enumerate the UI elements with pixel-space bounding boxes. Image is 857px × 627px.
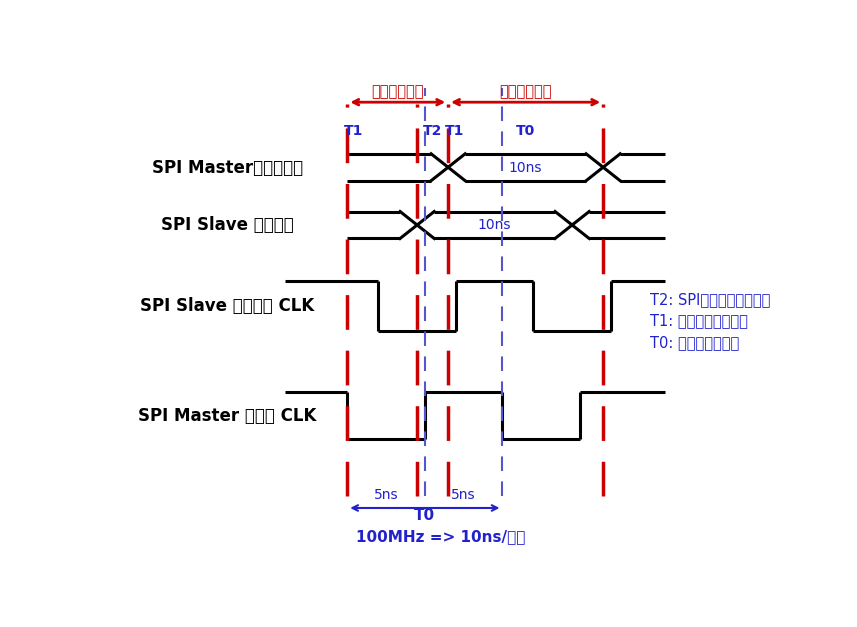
Text: T0: T0 <box>516 124 536 138</box>
Text: SPI Master接收到数据: SPI Master接收到数据 <box>152 159 303 177</box>
Text: 开始采样延迟: 开始采样延迟 <box>371 84 424 99</box>
Text: T0: 一个周期的时间: T0: 一个周期的时间 <box>650 335 739 350</box>
Text: T2: SPI设备准备数据耗时: T2: SPI设备准备数据耗时 <box>650 292 770 307</box>
Text: T1: T1 <box>344 124 363 138</box>
Text: SPI Master 发出的 CLK: SPI Master 发出的 CLK <box>138 406 316 424</box>
Text: 5ns: 5ns <box>374 488 399 502</box>
Text: 10ns: 10ns <box>478 218 512 233</box>
Text: 有效采样时长: 有效采样时长 <box>500 84 552 99</box>
Text: T1: T1 <box>445 124 464 138</box>
Text: 10ns: 10ns <box>509 161 542 175</box>
Text: 5ns: 5ns <box>452 488 476 502</box>
Text: 100MHz => 10ns/周期: 100MHz => 10ns/周期 <box>356 529 525 544</box>
Text: SPI Slave 接收到的 CLK: SPI Slave 接收到的 CLK <box>141 297 315 315</box>
Text: SPI Slave 准备数据: SPI Slave 准备数据 <box>161 216 294 234</box>
Text: T2: T2 <box>423 124 442 138</box>
Text: T0: T0 <box>414 508 435 523</box>
Text: T1: 电线上传输的延时: T1: 电线上传输的延时 <box>650 314 747 329</box>
